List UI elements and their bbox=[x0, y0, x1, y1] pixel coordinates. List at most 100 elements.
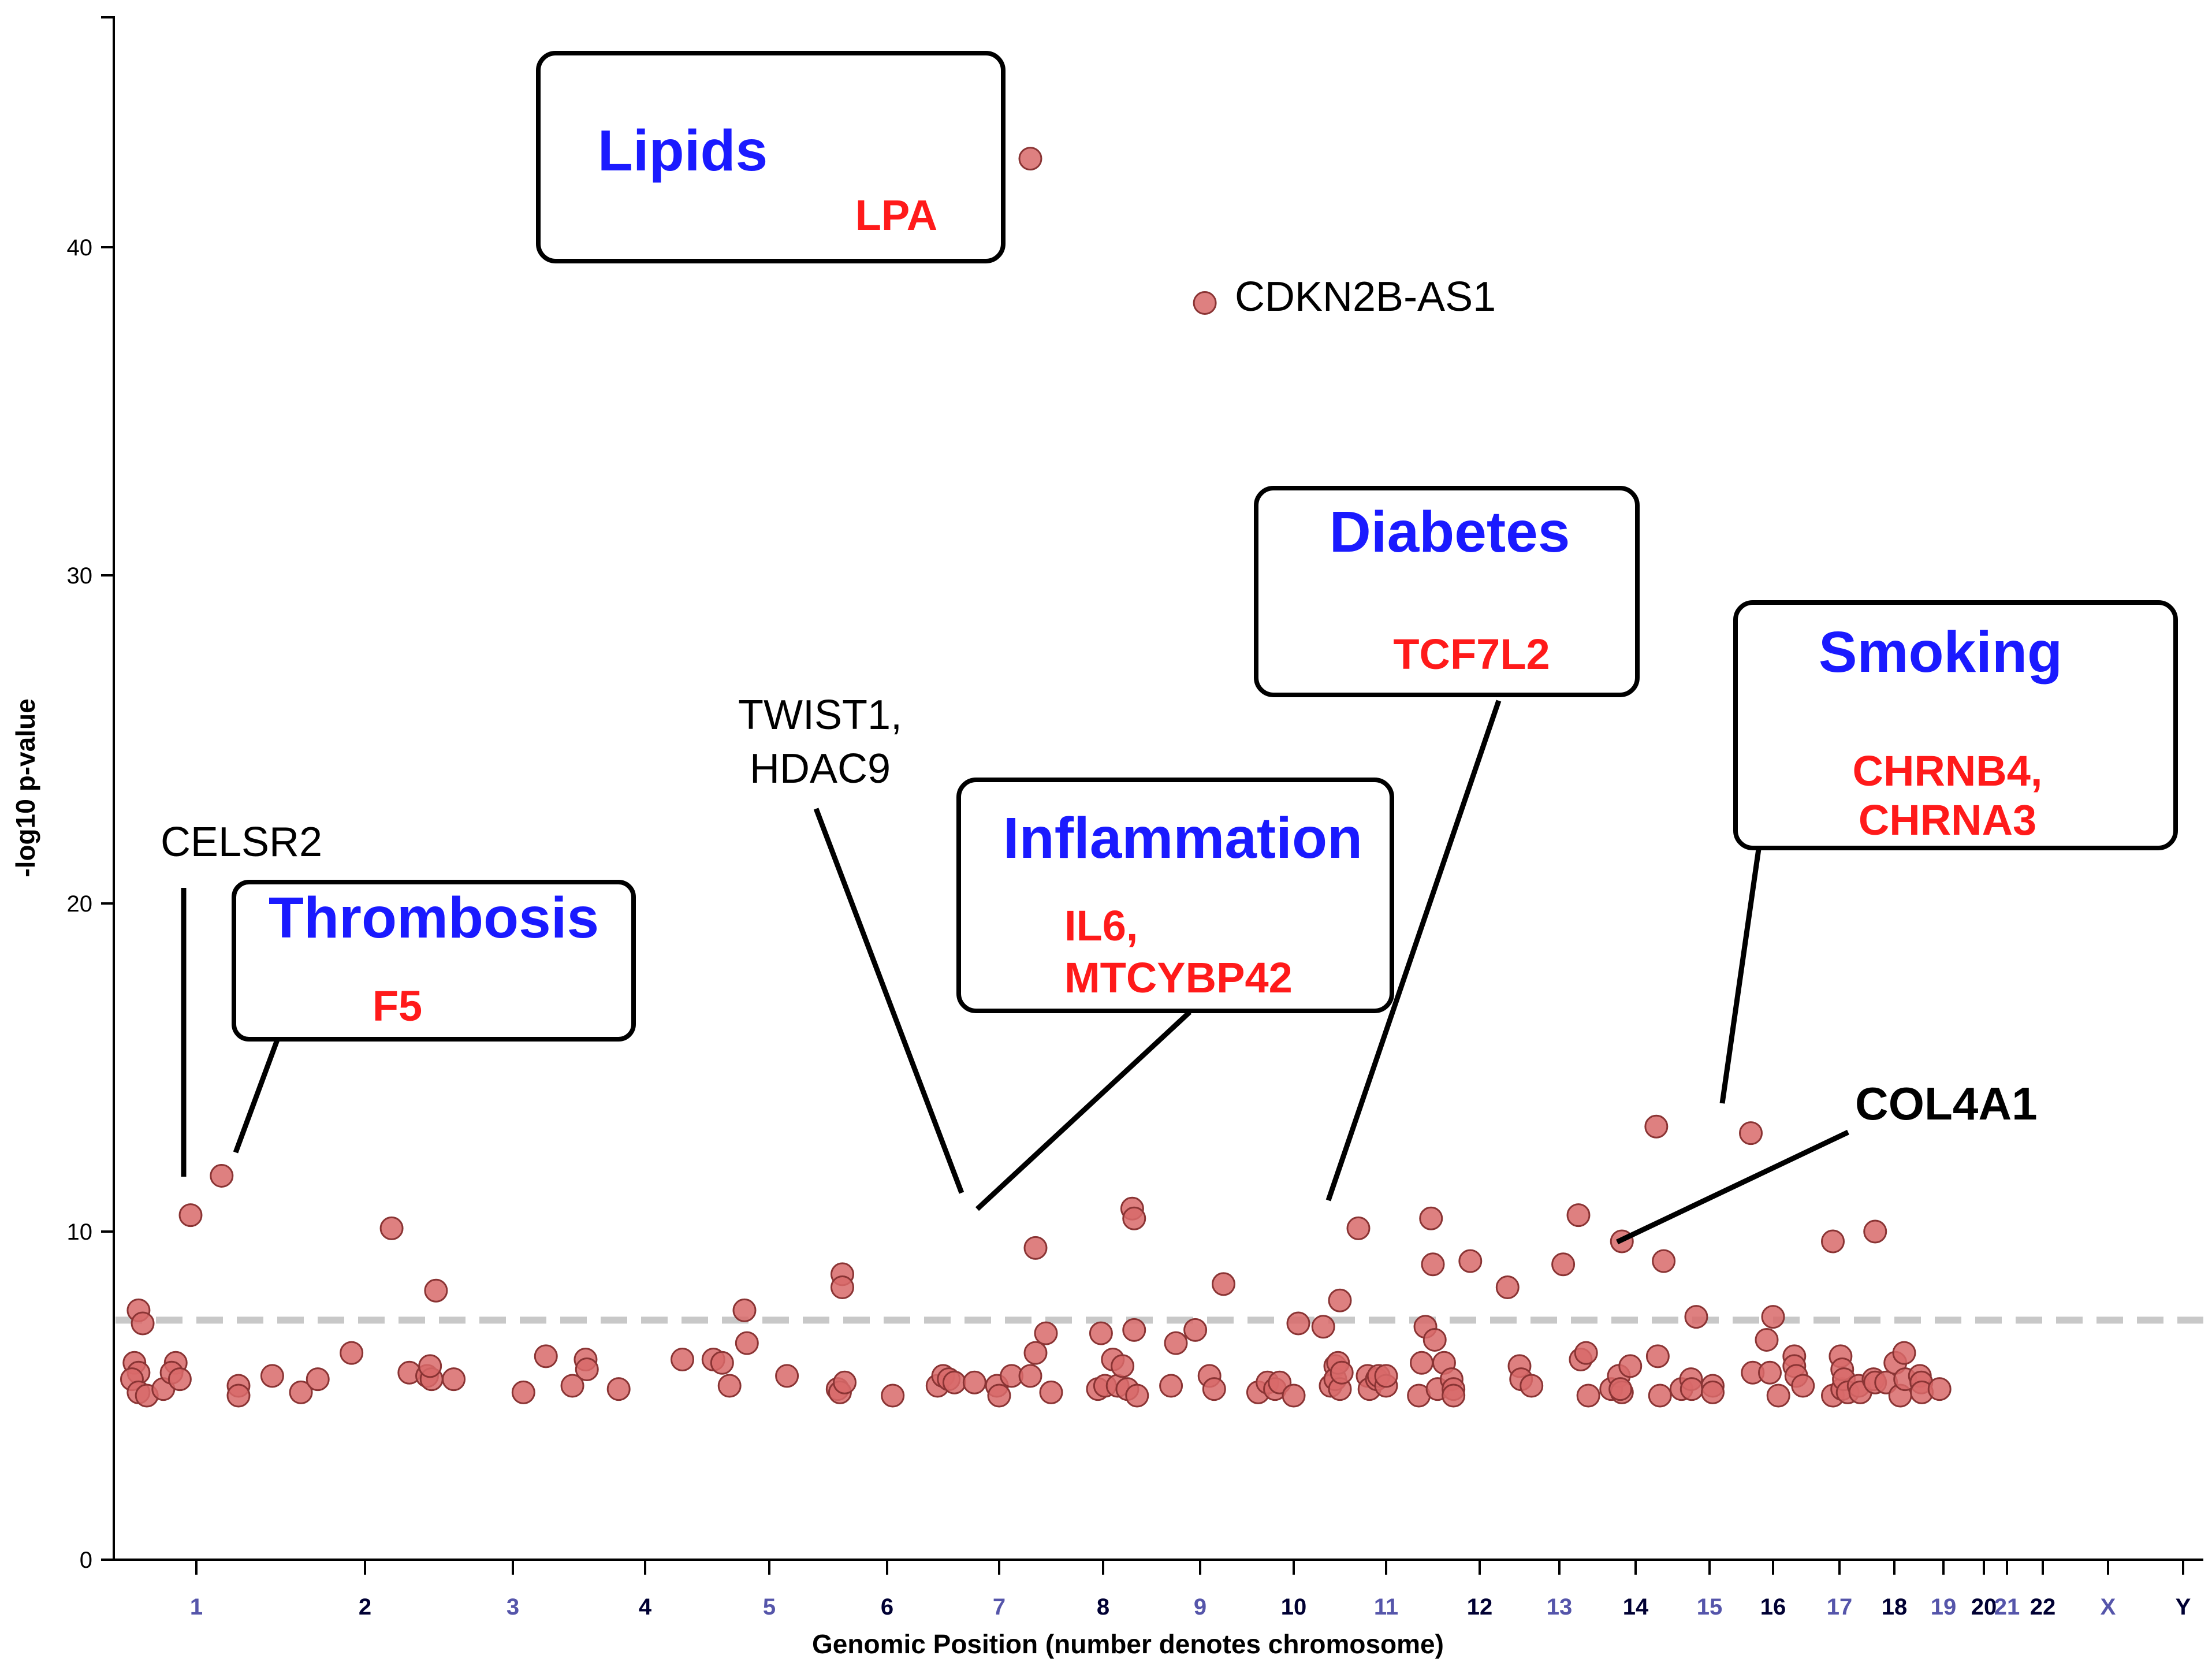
data-point bbox=[1212, 1272, 1235, 1296]
data-point bbox=[717, 1374, 742, 1398]
data-point bbox=[833, 1370, 857, 1394]
chromosome-label: 20 bbox=[1971, 1594, 1997, 1620]
data-point bbox=[1410, 1351, 1434, 1375]
lipids-box bbox=[536, 51, 1006, 263]
data-point bbox=[942, 1370, 966, 1394]
data-point bbox=[1645, 1344, 1670, 1368]
chromosome-label: 15 bbox=[1697, 1594, 1723, 1620]
chromosome-label: 10 bbox=[1281, 1594, 1307, 1620]
data-point bbox=[1122, 1206, 1146, 1230]
data-point bbox=[1125, 1383, 1149, 1408]
chromosome-label: 7 bbox=[993, 1594, 1006, 1620]
f5-leader bbox=[233, 1036, 281, 1154]
data-point bbox=[1566, 1203, 1591, 1228]
chromosome-label: 5 bbox=[763, 1594, 776, 1620]
y-tick-label: 20 bbox=[67, 891, 93, 917]
twist1-label: TWIST1, bbox=[738, 692, 902, 738]
chromosome-label: Y bbox=[2176, 1594, 2191, 1620]
y-tick-label: 0 bbox=[80, 1548, 92, 1573]
data-point bbox=[1039, 1380, 1063, 1404]
lpa-label: LPA bbox=[855, 191, 938, 239]
chromosome-label: 4 bbox=[639, 1594, 652, 1620]
data-point bbox=[775, 1364, 799, 1388]
chromosome-label: 8 bbox=[1097, 1594, 1109, 1620]
il6-leader bbox=[975, 1010, 1192, 1211]
data-point bbox=[1680, 1377, 1704, 1401]
diabetes-box bbox=[1254, 486, 1640, 697]
data-point bbox=[178, 1203, 203, 1228]
data-point bbox=[1018, 1364, 1042, 1388]
celsr2-label: CELSR2 bbox=[161, 819, 322, 865]
data-point bbox=[575, 1357, 599, 1382]
data-point bbox=[1034, 1321, 1058, 1345]
data-point bbox=[1422, 1327, 1447, 1352]
data-point bbox=[1421, 1252, 1445, 1277]
twist1-leader bbox=[813, 808, 965, 1194]
data-point bbox=[424, 1278, 448, 1303]
data-point bbox=[511, 1380, 535, 1404]
chromosome-label: 13 bbox=[1547, 1594, 1573, 1620]
f5-label: F5 bbox=[373, 982, 422, 1030]
data-point bbox=[131, 1311, 155, 1336]
data-point bbox=[1551, 1252, 1576, 1277]
data-point bbox=[167, 1367, 192, 1392]
chrna3-label: CHRNA3 bbox=[1859, 796, 2036, 844]
data-point bbox=[560, 1374, 584, 1398]
diabetes-title: Diabetes bbox=[1330, 500, 1570, 564]
data-point bbox=[710, 1351, 734, 1375]
x-axis-title: Genomic Position (number denotes chromos… bbox=[812, 1629, 1444, 1659]
y-ticks: 0 10 20 30 40 bbox=[67, 16, 114, 1573]
cdkn2b-as1-label: CDKN2B-AS1 bbox=[1235, 274, 1496, 320]
data-point bbox=[1520, 1374, 1544, 1398]
chromosome-label: 14 bbox=[1623, 1594, 1649, 1620]
mtcybp42-label: MTCYBP42 bbox=[1064, 954, 1293, 1002]
chromosome-label: X bbox=[2101, 1594, 2116, 1620]
y-tick-label: 40 bbox=[67, 235, 93, 261]
data-point bbox=[1821, 1229, 1845, 1254]
chromosome-label: 9 bbox=[1194, 1594, 1206, 1620]
tcf7l2-leader bbox=[1325, 700, 1502, 1202]
data-point bbox=[1755, 1327, 1779, 1352]
data-point bbox=[881, 1383, 905, 1408]
data-point bbox=[1346, 1216, 1371, 1240]
data-point bbox=[1023, 1236, 1048, 1260]
data-point bbox=[1863, 1219, 1887, 1244]
data-point bbox=[1892, 1341, 1916, 1365]
chromosome-label: 16 bbox=[1760, 1594, 1786, 1620]
hdac9-label: HDAC9 bbox=[750, 746, 891, 792]
data-point bbox=[1927, 1377, 1952, 1401]
data-point bbox=[830, 1275, 854, 1300]
y-axis-title: -log10 p-value bbox=[10, 698, 40, 877]
chrnb4-leader bbox=[1719, 849, 1762, 1104]
data-points bbox=[120, 1114, 1952, 1408]
data-point bbox=[210, 1163, 234, 1188]
smoking-box bbox=[1733, 600, 2178, 850]
data-point bbox=[442, 1367, 466, 1392]
data-point bbox=[1164, 1331, 1188, 1355]
data-point bbox=[1328, 1288, 1352, 1312]
col4a1-leader bbox=[1616, 1129, 1849, 1245]
data-point bbox=[1608, 1377, 1633, 1401]
chromosome-label: 6 bbox=[881, 1594, 893, 1620]
data-point bbox=[1311, 1315, 1335, 1339]
data-point bbox=[1159, 1374, 1183, 1398]
data-point bbox=[1791, 1374, 1815, 1398]
data-point bbox=[1739, 1121, 1763, 1145]
inflammation-box bbox=[956, 778, 1394, 1013]
data-point bbox=[606, 1377, 631, 1401]
chromosome-label: 2 bbox=[359, 1594, 371, 1620]
data-point bbox=[260, 1364, 284, 1388]
chromosome-label: 3 bbox=[507, 1594, 519, 1620]
data-point bbox=[306, 1367, 330, 1392]
data-point bbox=[1023, 1341, 1048, 1365]
data-point bbox=[1766, 1383, 1790, 1408]
data-point bbox=[1701, 1380, 1725, 1404]
data-point bbox=[418, 1354, 442, 1378]
data-point bbox=[340, 1341, 364, 1365]
chromosome-label: 19 bbox=[1931, 1594, 1957, 1620]
il6-label: IL6, bbox=[1064, 902, 1138, 950]
data-point bbox=[1758, 1360, 1782, 1385]
data-point bbox=[1648, 1383, 1672, 1408]
